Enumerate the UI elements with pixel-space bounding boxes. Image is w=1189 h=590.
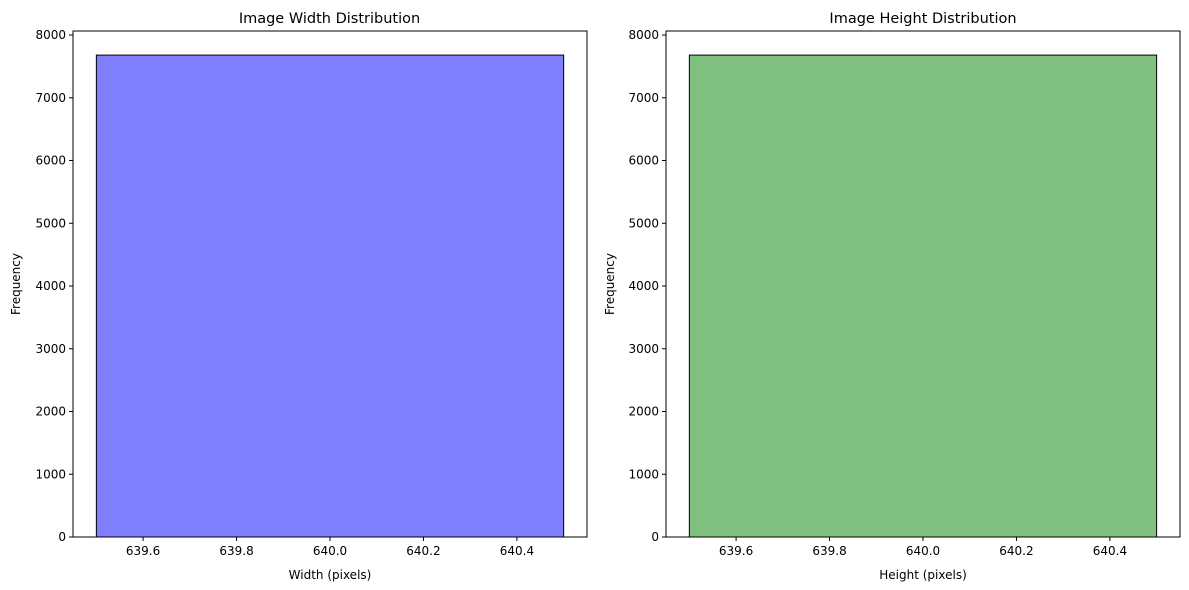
y-tick-label-width-3: 3000 (35, 342, 66, 356)
plot-frame-width (72, 30, 588, 538)
subplot-height: Image Height Distribution 639.6 639.8 640.… (603, 11, 1181, 582)
y-tick-label-height-6: 6000 (628, 154, 659, 168)
bars-height (688, 54, 1158, 538)
y-tick-label-width-5: 5000 (35, 216, 66, 230)
x-tick-label-width-1: 639.8 (219, 544, 253, 558)
x-axis-label-height: Height (pixels) (879, 568, 967, 582)
y-axis-label-width: Frequency (9, 253, 23, 315)
y-tick-label-width-2: 2000 (35, 405, 66, 419)
x-tick-label-height-1: 639.8 (812, 544, 846, 558)
y-tick-label-width-0: 0 (58, 530, 66, 544)
x-tick-label-width-2: 640.0 (313, 544, 347, 558)
y-tick-label-height-4: 4000 (628, 279, 659, 293)
x-tick-label-height-4: 640.4 (1093, 544, 1127, 558)
y-tick-label-height-5: 5000 (628, 216, 659, 230)
bars-width (95, 54, 565, 538)
histogram-bar-width-0 (95, 54, 565, 538)
x-tick-label-width-4: 640.4 (500, 544, 534, 558)
x-ticks-height: 639.6 639.8 640.0 640.2 640.4 (719, 537, 1127, 558)
plot-frame-height (665, 30, 1181, 538)
y-tick-label-width-1: 1000 (35, 467, 66, 481)
chart-title-width: Image Width Distribution (239, 11, 420, 27)
x-tick-label-width-0: 639.6 (126, 544, 160, 558)
x-tick-label-height-2: 640.0 (906, 544, 940, 558)
y-tick-label-width-4: 4000 (35, 279, 66, 293)
y-tick-label-height-1: 1000 (628, 467, 659, 481)
y-tick-label-height-7: 7000 (628, 91, 659, 105)
y-tick-label-height-2: 2000 (628, 405, 659, 419)
x-tick-label-height-3: 640.2 (999, 544, 1033, 558)
y-tick-label-height-3: 3000 (628, 342, 659, 356)
histogram-bar-height-0 (688, 54, 1158, 538)
y-tick-label-height-0: 0 (651, 530, 659, 544)
y-tick-label-width-7: 7000 (35, 91, 66, 105)
x-axis-label-width: Width (pixels) (289, 568, 372, 582)
y-ticks-height: 0 1000 2000 3000 4000 5000 6000 7000 8000 (628, 28, 666, 544)
y-axis-label-height: Frequency (603, 253, 617, 315)
y-tick-label-width-6: 6000 (35, 154, 66, 168)
x-tick-label-width-3: 640.2 (406, 544, 440, 558)
x-tick-label-height-0: 639.6 (719, 544, 753, 558)
x-ticks-width: 639.6 639.8 640.0 640.2 640.4 (126, 537, 534, 558)
y-ticks-width: 0 1000 2000 3000 4000 5000 6000 7000 8000 (35, 28, 73, 544)
subplot-width: Image Width Distribution 639.6 639.8 640.0… (9, 11, 588, 582)
y-tick-label-width-8: 8000 (35, 28, 66, 42)
chart-title-height: Image Height Distribution (829, 11, 1016, 27)
y-tick-label-height-8: 8000 (628, 28, 659, 42)
